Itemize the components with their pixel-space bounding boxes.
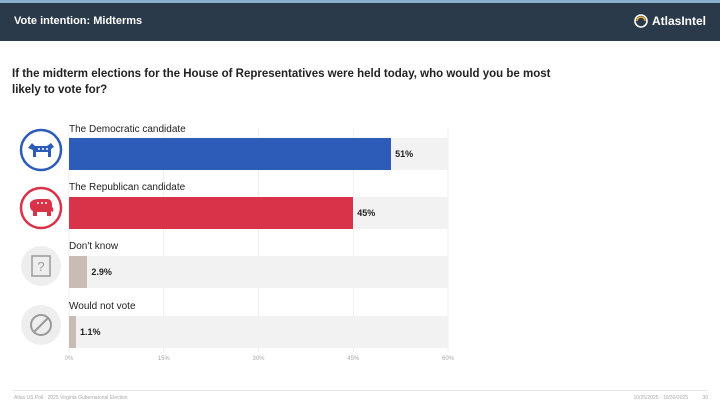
bar-dont-know	[69, 256, 88, 288]
x-tick-label: 45%	[347, 356, 360, 362]
brand-logo: AtlasIntel	[634, 14, 706, 28]
bar-label-democratic: The Democratic candidate	[69, 124, 186, 135]
bar-would-not-vote	[69, 316, 76, 348]
value-label-would-not-vote: 1.1%	[79, 327, 101, 337]
republican-elephant-icon	[19, 186, 63, 230]
page-title: Vote intention: Midterms	[14, 15, 143, 27]
bar-track-dont-know: 2.9%	[69, 256, 448, 288]
footer-source: Atlas US Poll · 2025 Virginia Gubernator…	[14, 395, 128, 401]
value-label-democratic: 51%	[395, 149, 414, 159]
question-mark-icon: ?	[21, 246, 61, 286]
bar-democratic	[69, 138, 392, 170]
atlas-logo-icon	[634, 14, 648, 28]
bar-track-democratic: 51%	[69, 138, 448, 170]
footer-dates: 10/25/2025 - 10/30/2025	[633, 395, 689, 401]
bar-track-republican: 45%	[69, 197, 448, 229]
no-vote-icon	[21, 305, 61, 345]
brand-name: AtlasIntel	[651, 14, 706, 28]
bar-label-would-not-vote: Would not vote	[69, 301, 136, 312]
bar-track-would-not-vote: 1.1%	[69, 316, 448, 348]
page-number: 30	[702, 395, 708, 401]
x-tick-label: 30%	[252, 356, 265, 362]
svg-text:?: ?	[37, 259, 44, 274]
x-tick-label: 15%	[157, 356, 170, 362]
survey-question: If the midterm elections for the House o…	[12, 68, 551, 96]
footer-divider	[12, 390, 708, 391]
bar-republican	[69, 197, 354, 229]
header-bar: Vote intention: Midterms AtlasIntel	[0, 3, 720, 41]
bar-label-republican: The Republican candidate	[69, 182, 186, 193]
top-strip	[0, 0, 720, 3]
value-label-republican: 45%	[357, 208, 376, 218]
democrat-donkey-icon	[19, 128, 63, 172]
x-tick-label: 0%	[64, 356, 74, 362]
x-tick-label: 60%	[441, 356, 455, 362]
value-label-dont-know: 2.9%	[91, 267, 112, 277]
bar-label-dont-know: Don't know	[69, 241, 119, 252]
